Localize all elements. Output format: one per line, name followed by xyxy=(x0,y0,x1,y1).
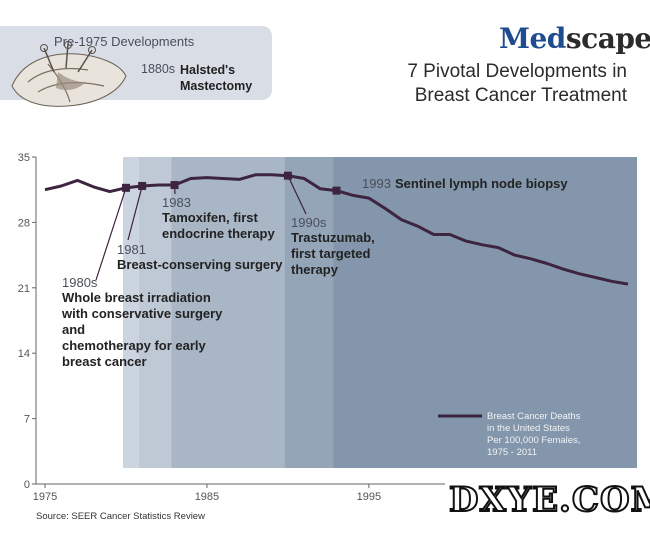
legend-label-line-1: in the United States xyxy=(487,423,570,434)
milestone-marker-1983 xyxy=(170,181,179,190)
milestone-text-1981-0: Breast-conserving surgery xyxy=(117,257,283,272)
milestone-text-1990-2: therapy xyxy=(291,262,339,277)
source-note: Source: SEER Cancer Statistics Review xyxy=(36,511,205,522)
milestone-text-1993: Sentinel lymph node biopsy xyxy=(395,176,568,191)
milestone-text-1980-4: breast cancer xyxy=(62,354,147,369)
legend-label-line-2: Per 100,000 Females, xyxy=(487,435,580,446)
milestone-year-1983: 1983 xyxy=(162,195,191,210)
y-tick-label-0: 0 xyxy=(24,479,30,491)
milestone-text-1980-3: chemotherapy for early xyxy=(62,338,207,353)
milestone-year-1981: 1981 xyxy=(117,242,146,257)
milestone-marker-1980 xyxy=(121,183,130,192)
milestone-marker-1993 xyxy=(332,186,341,195)
x-tick-label-1985: 1985 xyxy=(195,491,219,503)
legend-label-line-0: Breast Cancer Deaths xyxy=(487,411,581,422)
milestone-marker-1990 xyxy=(283,171,292,180)
headline-line-1: 7 Pivotal Developments in xyxy=(407,61,627,82)
watermark: DXYE.COM xyxy=(445,468,650,534)
watermark-text: DXYE.COM xyxy=(448,479,650,521)
y-tick-label-7: 7 xyxy=(24,414,30,426)
x-tick-label-1995: 1995 xyxy=(357,491,381,503)
logo-scape: scape xyxy=(565,22,650,55)
milestone-year-1990: 1990s xyxy=(291,215,327,230)
mastectomy-illustration xyxy=(11,41,127,107)
pre-1975-title: Pre-1975 Developments xyxy=(54,34,195,49)
axes: 0 7 14 21 28 35 1975 1985 1995 xyxy=(18,152,637,503)
milestone-leader-1981 xyxy=(127,185,143,241)
y-tick-label-35: 35 xyxy=(18,152,30,164)
medscape-logo: Medscape xyxy=(499,22,650,55)
milestone-text-1980-0: Whole breast irradiation xyxy=(62,290,211,305)
milestone-text-1980-1: with conservative surgery xyxy=(61,306,223,321)
milestone-text-1983-0: Tamoxifen, first xyxy=(162,210,259,225)
pre-1975-event: Halsted's Mastectomy xyxy=(180,63,253,93)
x-tick-label-1975: 1975 xyxy=(33,491,57,503)
y-tick-label-21: 21 xyxy=(18,283,30,295)
milestone-leader-1980 xyxy=(95,187,127,281)
milestone-text-1980-2: and xyxy=(62,322,85,337)
y-tick-label-14: 14 xyxy=(18,348,30,360)
y-tick-label-28: 28 xyxy=(18,217,30,229)
pre-1975-year: 1880s xyxy=(141,62,176,76)
milestone-marker-1981 xyxy=(138,181,147,190)
logo-med: Med xyxy=(499,22,566,55)
milestone-text-1983-1: endocrine therapy xyxy=(162,226,275,241)
headline-line-2: Breast Cancer Treatment xyxy=(414,85,627,106)
legend-label-line-3: 1975 - 2011 xyxy=(487,447,537,458)
milestone-leader-1990 xyxy=(287,175,307,215)
milestone-year-1980: 1980s xyxy=(62,275,98,290)
milestone-text-1990-1: first targeted xyxy=(291,246,371,261)
headline: 7 Pivotal Developments in Breast Cancer … xyxy=(327,60,627,108)
milestone-year-1993: 1993 xyxy=(362,176,391,191)
milestone-text-1990-0: Trastuzumab, xyxy=(291,230,375,245)
